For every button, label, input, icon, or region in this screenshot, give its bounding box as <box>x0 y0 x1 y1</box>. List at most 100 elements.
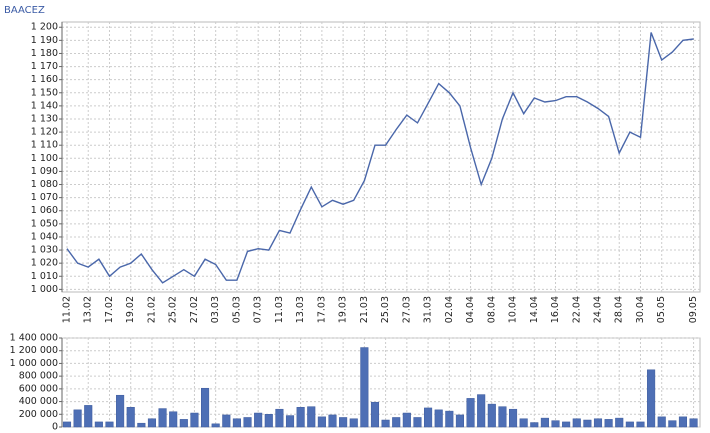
x-tick-label: 14.04 <box>529 296 540 323</box>
x-tick-label: 04.04 <box>465 296 476 323</box>
volume-bar <box>604 419 613 428</box>
x-tick-label: 30.04 <box>635 296 646 323</box>
volume-bar <box>232 418 241 428</box>
y-tick-label: 1 120 <box>31 127 58 138</box>
volume-bar <box>657 416 666 428</box>
x-tick-label: 31.03 <box>423 296 434 323</box>
y-tick-label: 0 <box>52 422 58 433</box>
x-tick-label: 02.04 <box>444 296 455 323</box>
y-tick-label: 1 080 <box>31 179 58 190</box>
y-tick-label: 1 200 000 <box>10 345 58 356</box>
volume-bar <box>94 421 103 428</box>
volume-bar <box>572 418 581 428</box>
y-tick-label: 1 070 <box>31 192 58 203</box>
volume-bar <box>179 419 188 428</box>
volume-bar <box>402 412 411 428</box>
x-tick-label: 09.05 <box>688 296 699 323</box>
volume-bar <box>296 407 305 428</box>
y-tick-label: 1 000 <box>31 284 58 295</box>
volume-bar <box>593 418 603 428</box>
y-tick-label: 800 000 <box>19 371 58 382</box>
x-tick-label: 16.04 <box>550 296 561 323</box>
x-tick-label: 24.04 <box>593 296 604 323</box>
y-tick-label: 1 050 <box>31 218 58 229</box>
y-tick-label: 1 000 000 <box>10 358 58 369</box>
volume-bar <box>105 421 114 428</box>
volume-bar <box>73 409 82 428</box>
volume-bar <box>434 409 443 428</box>
x-tick-label: 28.04 <box>614 296 625 323</box>
volume-bar <box>445 410 454 428</box>
x-tick-label: 25.03 <box>380 296 391 323</box>
volume-bar <box>275 408 284 428</box>
volume-bar <box>668 420 677 428</box>
volume-bar <box>285 415 295 428</box>
volume-bar <box>625 421 634 428</box>
volume-bar <box>678 416 688 428</box>
volume-bar <box>466 398 475 428</box>
volume-bar <box>360 347 369 428</box>
price-line <box>66 32 694 284</box>
volume-bar <box>615 417 624 428</box>
x-tick-label: 10.04 <box>508 296 519 323</box>
y-tick-label: 1 170 <box>31 61 58 72</box>
volume-bar <box>487 403 496 428</box>
y-tick-label: 1 160 <box>31 74 58 85</box>
chart-title: BAACEZ <box>4 5 45 16</box>
x-tick-label: 13.02 <box>83 296 94 323</box>
volume-bar <box>137 422 146 428</box>
volume-bar <box>455 414 464 428</box>
x-tick-label: 25.02 <box>168 296 179 323</box>
plot-area <box>61 337 701 428</box>
volume-bar <box>222 414 231 428</box>
volume-bar <box>190 412 199 428</box>
x-tick-label: 03.03 <box>210 296 221 323</box>
y-tick-label: 1 040 <box>31 231 58 242</box>
volume-bar <box>243 417 252 428</box>
volume-bar <box>264 414 273 428</box>
x-tick-label: 05.05 <box>656 296 667 323</box>
y-tick-label: 600 000 <box>19 383 58 394</box>
y-tick-label: 1 090 <box>31 166 58 177</box>
y-tick-label: 1 110 <box>31 140 58 151</box>
x-tick-label: 11.02 <box>62 296 73 323</box>
y-tick-label: 1 180 <box>31 48 58 59</box>
y-tick-label: 400 000 <box>19 396 58 407</box>
volume-bar <box>562 421 571 428</box>
x-tick-label: 07.03 <box>253 296 264 323</box>
volume-bar <box>147 418 157 428</box>
x-tick-label: 17.02 <box>104 296 115 323</box>
volume-bar <box>647 369 656 428</box>
volume-bar <box>317 416 326 428</box>
x-tick-label: 13.03 <box>295 296 306 323</box>
y-tick-label: 200 000 <box>19 409 58 420</box>
volume-bar <box>349 418 358 428</box>
volume-bar <box>116 394 125 428</box>
volume-bar <box>424 407 433 428</box>
x-tick-label: 19.03 <box>338 296 349 323</box>
volume-bar <box>254 412 263 428</box>
x-tick-label: 11.03 <box>274 296 285 323</box>
volume-bar <box>169 411 178 428</box>
y-tick-label: 1 400 000 <box>10 333 58 344</box>
volume-bar <box>62 421 72 428</box>
volume-bar <box>201 387 210 428</box>
y-tick-label: 1 010 <box>31 271 58 282</box>
y-tick-label: 1 130 <box>31 113 58 124</box>
volume-bar <box>392 417 401 428</box>
y-tick-label: 1 150 <box>31 87 58 98</box>
plot-area <box>61 21 701 293</box>
volume-bar <box>307 406 316 428</box>
volume-bar <box>689 418 698 428</box>
x-tick-label: 27.03 <box>401 296 412 323</box>
x-tick-label: 22.04 <box>571 296 582 323</box>
volume-bar <box>381 419 390 428</box>
volume-bar <box>530 422 539 428</box>
volume-bar <box>551 420 560 428</box>
volume-bar <box>498 406 507 428</box>
y-tick-label: 1 140 <box>31 100 58 111</box>
y-tick-label: 1 030 <box>31 245 58 256</box>
x-tick-label: 05.03 <box>231 296 242 323</box>
x-tick-label: 27.02 <box>189 296 200 323</box>
